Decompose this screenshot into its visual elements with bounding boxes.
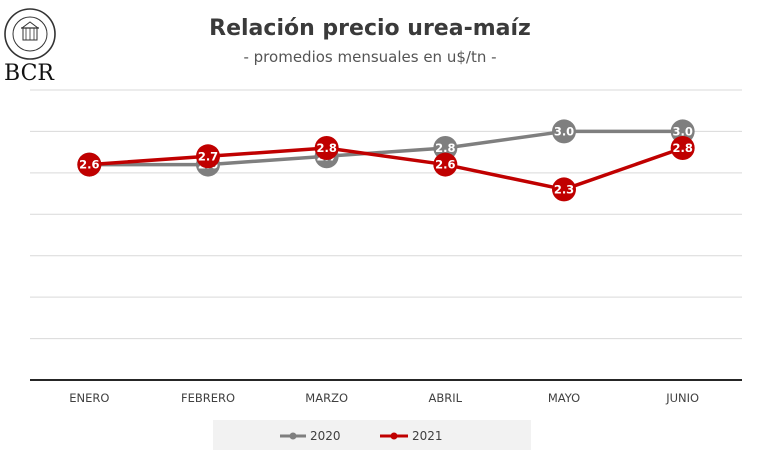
- series-line-2020: [89, 129, 683, 167]
- x-tick-label: FEBRERO: [181, 391, 235, 405]
- legend-marker-2020: [289, 432, 297, 440]
- data-label-2021: 2.7: [198, 149, 218, 163]
- bcr-logo-text: BCR: [4, 61, 55, 86]
- data-label-2020: 3.0: [554, 124, 574, 138]
- x-tick-label: MARZO: [305, 391, 348, 405]
- gridlines: [30, 89, 742, 340]
- data-label-2021: 2.8: [672, 141, 692, 155]
- legend: 2020 2021: [213, 420, 531, 450]
- legend-box: [213, 420, 531, 450]
- x-tick-label: MAYO: [548, 391, 580, 405]
- data-point-2021: [77, 152, 102, 177]
- series-group: 2.6 2.6 2.7 2.8 3.0 3.02.6 2.7 2.8 2.6 2.3 2.8: [77, 119, 695, 202]
- data-label-2021: 2.3: [554, 182, 574, 196]
- legend-label-2021: 2021: [412, 429, 443, 443]
- x-tick-labels: ENERO FEBRERO MARZO ABRIL MAYO JUNIO: [69, 391, 699, 405]
- data-point-2021: [670, 136, 695, 160]
- data-point-2020: [433, 136, 458, 160]
- data-point-2021: [433, 152, 458, 177]
- data-label-2021: 2.6: [435, 158, 455, 172]
- chart-subtitle: - promedios mensuales en u$/tn -: [243, 48, 496, 66]
- series-2021: 2.6 2.7 2.8 2.6 2.3 2.8: [77, 136, 695, 202]
- series-2020: 2.6 2.6 2.7 2.8 3.0 3.0: [77, 119, 695, 177]
- series-line-2021: [89, 146, 684, 192]
- data-point-2021: [552, 177, 576, 202]
- bcr-logo: BCR: [4, 8, 56, 86]
- data-point-2020: [670, 119, 695, 144]
- data-label-2020: 3.0: [672, 124, 692, 138]
- legend-item-2021: 2021: [380, 429, 443, 443]
- x-tick-label: ABRIL: [429, 391, 463, 405]
- bcr-seal-icon: [4, 8, 56, 60]
- chart-title: Relación precio urea-maíz: [209, 16, 531, 41]
- data-point-2021: [314, 136, 339, 160]
- data-label-2020: 2.8: [435, 141, 455, 155]
- data-point-2021: [196, 144, 220, 169]
- data-point-2020: [552, 119, 576, 144]
- legend-item-2020: 2020: [280, 429, 341, 443]
- legend-label-2020: 2020: [310, 429, 341, 443]
- data-label-2021: 2.8: [316, 141, 336, 155]
- x-tick-label: ENERO: [69, 391, 109, 405]
- data-label-2021: 2.6: [79, 158, 99, 172]
- legend-marker-2021: [390, 432, 398, 440]
- x-tick-label: JUNIO: [665, 391, 699, 405]
